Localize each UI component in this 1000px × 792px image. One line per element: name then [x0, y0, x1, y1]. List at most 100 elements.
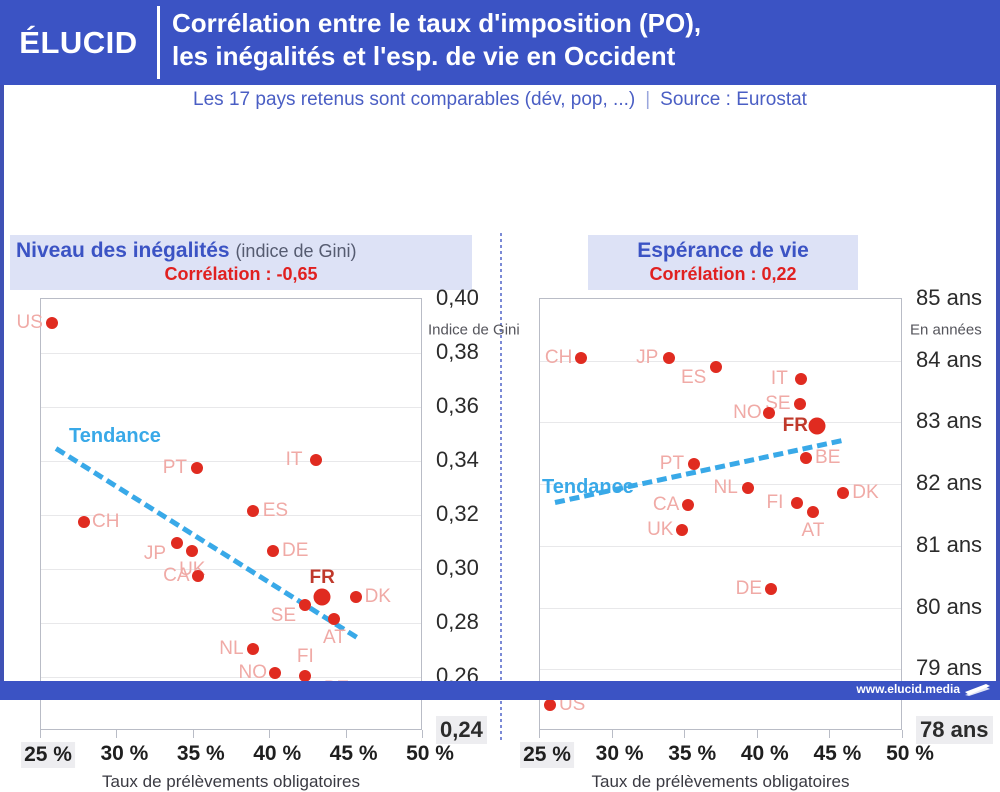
x-axis-tick-mark [192, 730, 194, 738]
y-axis-tick: 0,40 [436, 285, 479, 310]
point-label-fi: FI [296, 645, 314, 667]
x-axis-tick: 45 % [813, 742, 862, 765]
y-axis-tick: 0,36 [436, 393, 479, 418]
page-title-line-2: les inégalités et l'esp. de vie en Occid… [172, 41, 676, 71]
x-axis-tick-mark [40, 730, 41, 738]
gridline [540, 545, 901, 547]
x-axis-tick: 40 % [253, 742, 302, 765]
y-axis-unit: Indice de Gini [428, 321, 520, 339]
data-point-uk [186, 545, 199, 558]
data-point-pt [190, 461, 203, 474]
y-axis-tick: 78 ans [916, 716, 993, 744]
gridline [540, 360, 901, 362]
source-text: Source : Eurostat [660, 89, 807, 110]
point-label-pt: PT [659, 453, 685, 475]
y-axis-tick: 82 ans [916, 470, 983, 496]
x-axis-tick-mark [269, 730, 271, 738]
point-label-ch: CH [92, 510, 120, 532]
data-point-it [310, 453, 323, 466]
x-axis-tick: 50 % [406, 742, 454, 765]
left-correlation-label: Corrélation : -0,65 [164, 264, 318, 284]
data-point-uk [676, 524, 689, 537]
point-label-it: IT [770, 368, 788, 390]
point-label-pt: PT [162, 456, 187, 478]
x-axis-tick-mark [829, 730, 831, 738]
y-axis-tick: 79 ans [916, 655, 983, 681]
point-label-ca: CA [163, 564, 190, 586]
y-axis-tick: 80 ans [916, 593, 983, 619]
x-axis-tick: 30 % [595, 742, 644, 765]
x-axis-tick: 30 % [100, 742, 149, 765]
left-chart-title-block: Niveau des inégalités (indice de Gini) C… [10, 235, 472, 290]
point-label-es: ES [681, 366, 707, 388]
x-axis-tick: 45 % [329, 742, 378, 765]
x-axis-tick-mark [756, 730, 758, 738]
left-chart-title-sub: (indice de Gini) [235, 241, 357, 261]
point-label-de: DE [735, 578, 763, 600]
gridline [540, 669, 901, 671]
data-point-jp [170, 537, 183, 550]
x-axis-title: Taux de prélèvements obligatoires [102, 772, 360, 791]
data-point-ca [682, 498, 695, 511]
data-point-it [795, 373, 808, 386]
left-chart-title-main: Niveau des inégalités [16, 239, 230, 262]
trend-line [54, 446, 359, 640]
y-axis-tick: 0,28 [436, 609, 479, 634]
data-point-no [268, 666, 281, 679]
point-label-jp: JP [636, 346, 659, 368]
subtitle-bar: Les 17 pays retenus sont comparables (dé… [4, 85, 996, 115]
vertical-divider [500, 233, 502, 743]
y-axis-tick: 83 ans [916, 408, 983, 434]
charts-panel: Niveau des inégalités (indice de Gini) C… [4, 115, 996, 791]
point-label-se: SE [270, 605, 297, 627]
point-label-be: BE [815, 447, 841, 469]
x-axis-tick-mark [422, 730, 423, 738]
elucid-flag-icon [965, 684, 990, 696]
point-label-it: IT [285, 448, 303, 470]
data-point-no [763, 407, 776, 420]
point-label-dk: DK [364, 586, 391, 608]
x-axis-tick-mark [684, 730, 686, 738]
y-axis-tick: 81 ans [916, 531, 983, 557]
trend-label: Tendance [69, 425, 161, 447]
gridline [41, 569, 421, 570]
gridline [41, 677, 421, 678]
data-point-jp [663, 351, 676, 364]
point-label-us: US [16, 312, 43, 334]
data-point-fi [299, 669, 312, 682]
point-label-fr: FR [309, 567, 335, 589]
data-point-de [764, 583, 777, 596]
point-label-nl: NL [219, 637, 244, 659]
data-point-nl [741, 482, 754, 495]
gridline [540, 607, 901, 609]
gridline [41, 407, 421, 408]
data-point-fi [791, 496, 803, 509]
x-axis-tick-mark [539, 730, 540, 738]
point-label-nl: NL [713, 477, 738, 499]
gridline [41, 461, 421, 462]
point-label-jp: JP [143, 543, 167, 565]
x-axis-tick: 50 % [886, 742, 934, 765]
gridline [540, 484, 901, 486]
y-axis-unit: En années [910, 321, 982, 339]
point-label-at: AT [322, 626, 346, 648]
x-axis-tick: 35 % [668, 742, 717, 765]
point-label-fi: FI [766, 491, 784, 513]
gridline [41, 353, 421, 354]
gridline [41, 623, 421, 624]
data-point-be [799, 452, 812, 465]
page-title-line-1: Corrélation entre le taux d'imposition (… [172, 8, 702, 38]
data-point-dk [349, 591, 362, 604]
data-point-at [806, 505, 819, 518]
data-point-nl [247, 642, 260, 655]
data-point-se [299, 599, 312, 612]
y-axis-tick: 0,30 [436, 555, 479, 580]
gridline [41, 515, 421, 516]
y-axis-tick: 0,24 [436, 716, 487, 744]
data-point-ch [77, 515, 90, 528]
x-axis-tick: 40 % [740, 742, 789, 765]
left-chart-title: Niveau des inégalités (indice de Gini) [10, 239, 472, 263]
x-axis-tick: 25 % [520, 742, 574, 768]
data-point-pt [687, 458, 700, 471]
